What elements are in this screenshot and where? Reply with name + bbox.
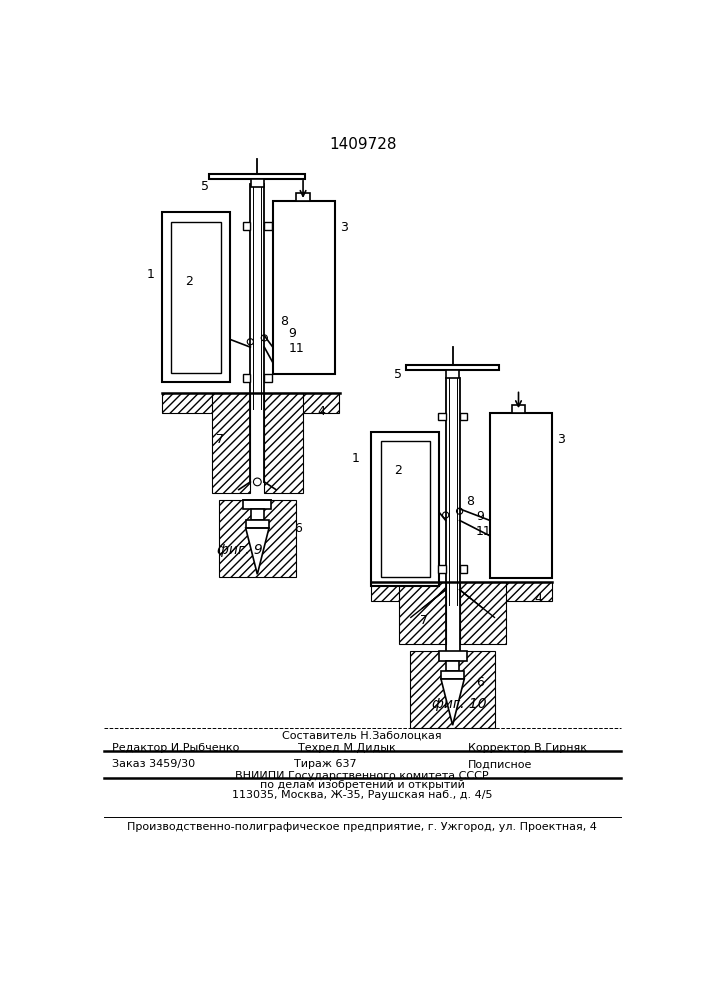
- Bar: [512, 405, 525, 413]
- Bar: [251, 179, 264, 187]
- Text: Составитель Н.Заболоцкая: Составитель Н.Заболоцкая: [282, 731, 442, 741]
- Bar: [410, 651, 495, 728]
- Bar: [490, 413, 552, 578]
- Text: Производственно-полиграфическое предприятие, г. Ужгород, ул. Проектная, 4: Производственно-полиграфическое предприя…: [127, 822, 597, 832]
- Text: фиг. 9: фиг. 9: [216, 543, 262, 557]
- Text: Корректор В.Гирняк: Корректор В.Гирняк: [468, 743, 587, 753]
- Text: 1: 1: [352, 452, 360, 465]
- Text: 8: 8: [467, 495, 474, 508]
- Text: 11: 11: [476, 525, 491, 538]
- Bar: [209, 174, 305, 179]
- Bar: [438, 413, 445, 420]
- Bar: [490, 582, 552, 601]
- Text: 8: 8: [281, 315, 288, 328]
- Text: 5: 5: [201, 180, 209, 193]
- Bar: [264, 222, 272, 230]
- Text: 7: 7: [216, 433, 224, 446]
- Text: 4: 4: [317, 405, 325, 418]
- Text: по делам изобретений и открытий: по делам изобретений и открытий: [259, 780, 464, 790]
- Bar: [273, 201, 335, 374]
- Text: 3: 3: [557, 433, 565, 446]
- Bar: [273, 393, 339, 413]
- Bar: [246, 520, 269, 528]
- Bar: [399, 582, 445, 644]
- Text: 113035, Москва, Ж-35, Раушская наб., д. 4/5: 113035, Москва, Ж-35, Раушская наб., д. …: [232, 790, 492, 800]
- Text: Подписное: Подписное: [468, 759, 532, 769]
- Bar: [371, 582, 440, 601]
- Bar: [243, 374, 250, 382]
- Bar: [211, 393, 250, 493]
- Text: Тираж 637: Тираж 637: [293, 759, 356, 769]
- Text: 2: 2: [185, 275, 193, 288]
- Bar: [264, 374, 272, 382]
- Text: ВНИИПИ Государственного комитета СССР: ВНИИПИ Государственного комитета СССР: [235, 771, 489, 781]
- Bar: [438, 651, 467, 661]
- Text: Редактор И.Рыбченко: Редактор И.Рыбченко: [112, 743, 239, 753]
- Bar: [446, 661, 459, 671]
- Text: 9: 9: [288, 327, 296, 340]
- Text: 4: 4: [534, 592, 542, 605]
- Text: 1409728: 1409728: [329, 137, 397, 152]
- Bar: [441, 671, 464, 679]
- Bar: [460, 565, 467, 573]
- Text: Техред М.Дидык: Техред М.Дидык: [298, 743, 395, 753]
- Bar: [218, 500, 296, 577]
- Bar: [380, 441, 430, 577]
- Text: Заказ 3459/30: Заказ 3459/30: [112, 759, 194, 769]
- Text: 6: 6: [476, 676, 484, 689]
- Bar: [243, 500, 271, 509]
- Bar: [438, 565, 445, 573]
- Bar: [251, 509, 264, 520]
- Bar: [171, 222, 221, 373]
- Polygon shape: [246, 528, 269, 574]
- Bar: [460, 582, 506, 644]
- Bar: [264, 393, 303, 493]
- Bar: [243, 222, 250, 230]
- Polygon shape: [441, 679, 464, 725]
- Text: 7: 7: [420, 614, 428, 627]
- Text: 6: 6: [293, 522, 302, 535]
- Bar: [371, 432, 440, 586]
- Text: 5: 5: [395, 368, 402, 381]
- Bar: [406, 365, 499, 370]
- Bar: [162, 212, 230, 382]
- Bar: [446, 370, 459, 378]
- Text: 9: 9: [476, 510, 484, 523]
- Text: фиг. 10: фиг. 10: [431, 697, 486, 711]
- Text: 1: 1: [146, 267, 154, 280]
- Text: 3: 3: [340, 221, 348, 234]
- Bar: [162, 393, 230, 413]
- Text: 11: 11: [288, 342, 304, 355]
- Text: 2: 2: [395, 464, 402, 477]
- Bar: [296, 193, 310, 201]
- Bar: [460, 413, 467, 420]
